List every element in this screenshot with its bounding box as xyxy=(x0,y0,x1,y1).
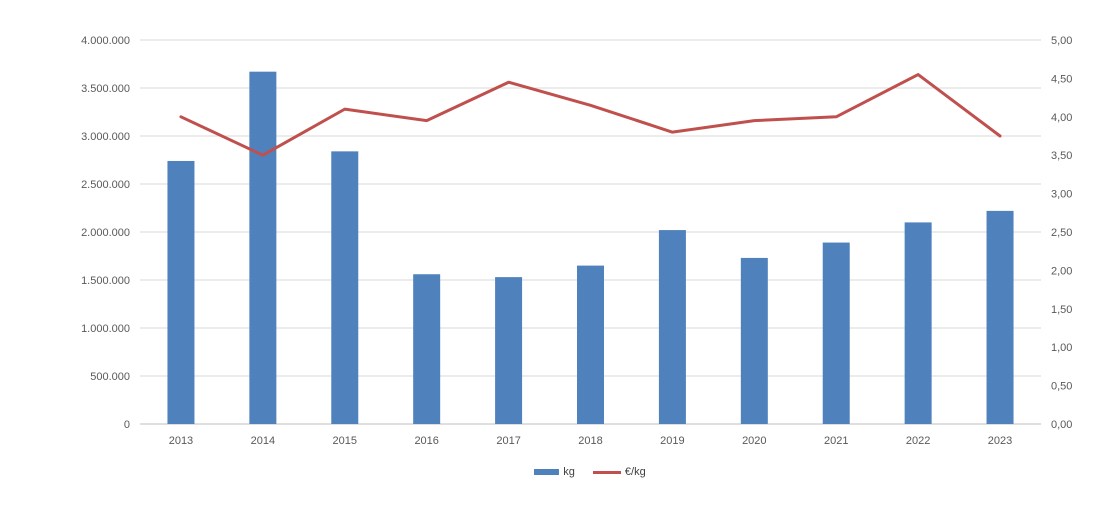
bar-2016 xyxy=(413,274,441,424)
right-axis-tick-label: 1,50 xyxy=(1051,304,1072,316)
bar-2019 xyxy=(658,230,686,424)
line-€/kg xyxy=(179,73,1002,157)
left-axis-tick-label: 2.500.000 xyxy=(81,179,130,191)
x-axis-label-2014: 2014 xyxy=(251,435,275,447)
x-axis-label-2018: 2018 xyxy=(578,435,602,447)
right-axis-tick-label: 3,50 xyxy=(1051,150,1072,162)
right-axis-tick-label: 4,50 xyxy=(1051,73,1072,85)
bar-2015 xyxy=(331,151,359,425)
left-axis-tick-label: 1.000.000 xyxy=(81,323,130,335)
right-axis-tick-label: 2,50 xyxy=(1051,227,1072,239)
x-axis-label-2015: 2015 xyxy=(333,435,357,447)
left-axis-tick-label: 4.000.000 xyxy=(81,35,130,47)
legend: kg €/kg xyxy=(0,466,1118,478)
kg-bar-swatch-icon xyxy=(534,469,560,475)
eur-per-kg-line-swatch-icon xyxy=(592,470,621,474)
bar-2023 xyxy=(986,210,1014,424)
x-axis-label-2019: 2019 xyxy=(660,435,684,447)
bar-2014 xyxy=(249,71,277,425)
left-axis-tick-label: 2.000.000 xyxy=(81,227,130,239)
x-axis-label-2017: 2017 xyxy=(496,435,520,447)
right-axis-tick-label: 0,00 xyxy=(1051,419,1072,431)
x-axis-label-2022: 2022 xyxy=(906,435,930,447)
right-axis-tick-label: 5,00 xyxy=(1051,35,1072,47)
bar-2021 xyxy=(822,242,850,424)
left-axis-tick-label: 3.500.000 xyxy=(81,83,130,95)
x-axis-label-2021: 2021 xyxy=(824,435,848,447)
left-axis-tick-label: 3.000.000 xyxy=(81,131,130,143)
bar-2018 xyxy=(577,265,604,424)
legend-label-kg: kg xyxy=(563,466,575,478)
x-axis-label-2020: 2020 xyxy=(742,435,766,447)
bar-2020 xyxy=(740,257,768,424)
right-axis-tick-label: 3,00 xyxy=(1051,189,1072,201)
legend-item-eur-per-kg: €/kg xyxy=(592,466,646,478)
right-axis-tick-label: 1,00 xyxy=(1051,342,1072,354)
x-axis-label-2016: 2016 xyxy=(414,435,438,447)
bar-2013 xyxy=(167,160,195,424)
right-axis-tick-label: 2,00 xyxy=(1051,265,1072,277)
legend-label-eur-per-kg: €/kg xyxy=(624,466,646,478)
right-axis-tick-label: 4,00 xyxy=(1051,112,1072,124)
right-axis-tick-label: 0,50 xyxy=(1051,381,1072,393)
legend-item-kg: kg xyxy=(534,466,575,478)
x-axis-label-2013: 2013 xyxy=(169,435,193,447)
bar-2022 xyxy=(904,222,932,424)
left-axis-tick-label: 0 xyxy=(124,419,130,431)
left-axis-tick-label: 1.500.000 xyxy=(81,275,130,287)
x-axis-label-2023: 2023 xyxy=(988,435,1012,447)
bar-2017 xyxy=(495,277,523,424)
left-axis-tick-label: 500.000 xyxy=(90,371,130,383)
